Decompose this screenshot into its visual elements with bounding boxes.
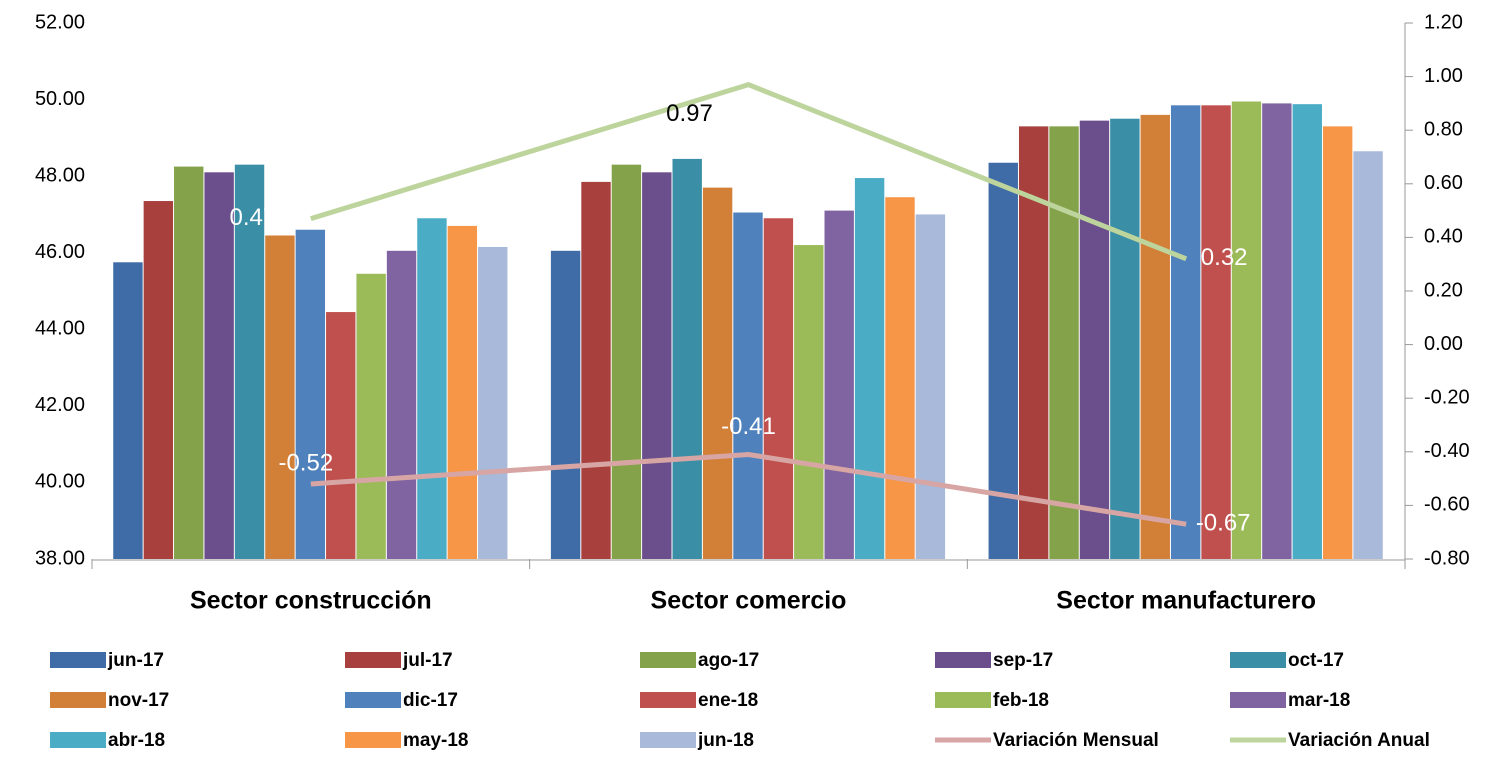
line-series bbox=[310, 451, 1187, 527]
bar bbox=[386, 250, 417, 560]
legend-label: feb-18 bbox=[993, 690, 1049, 711]
y2-tick-label: 0.00 bbox=[1424, 333, 1463, 355]
bar bbox=[143, 201, 174, 559]
bar bbox=[550, 250, 581, 560]
bar bbox=[326, 312, 356, 559]
legend-label: jul-17 bbox=[402, 650, 453, 671]
bar bbox=[642, 172, 672, 560]
legend-label: dic-17 bbox=[403, 690, 458, 711]
bar bbox=[174, 166, 204, 560]
bar bbox=[611, 164, 642, 559]
legend-swatch bbox=[50, 652, 106, 668]
bar bbox=[295, 229, 326, 559]
x-tick-label: Sector construcción bbox=[190, 587, 432, 615]
y2-tick-label: -0.80 bbox=[1424, 547, 1470, 569]
legend-swatch bbox=[640, 652, 696, 668]
y2-tick-label: 0.60 bbox=[1424, 172, 1463, 194]
y-tick-label: 50.00 bbox=[35, 88, 85, 110]
y-tick-label: 44.00 bbox=[35, 318, 85, 340]
legend-label: Variación Anual bbox=[1288, 730, 1430, 751]
bar bbox=[1262, 103, 1292, 560]
legend-label: mar-18 bbox=[1288, 690, 1350, 711]
legend-swatch bbox=[935, 652, 991, 668]
bar bbox=[234, 164, 265, 559]
data-label: 0.32 bbox=[1201, 244, 1248, 271]
bar bbox=[113, 262, 143, 559]
y2-tick-label: 1.20 bbox=[1424, 11, 1463, 33]
y2-tick-label: -0.40 bbox=[1424, 440, 1470, 462]
legend-swatch bbox=[50, 692, 106, 708]
x-tick-label: Sector comercio bbox=[651, 587, 847, 615]
bar bbox=[915, 214, 946, 559]
legend-swatch bbox=[345, 692, 401, 708]
bar bbox=[763, 218, 794, 559]
y-tick-label: 46.00 bbox=[35, 241, 85, 263]
bar bbox=[1170, 105, 1201, 560]
bar bbox=[1140, 114, 1170, 559]
bar bbox=[885, 197, 915, 559]
bar bbox=[1292, 104, 1322, 559]
legend-label: abr-18 bbox=[108, 730, 165, 751]
bar bbox=[265, 235, 295, 559]
y-tick-label: 52.00 bbox=[35, 11, 85, 33]
legend-label: jun-18 bbox=[697, 730, 754, 751]
bar bbox=[417, 218, 447, 559]
y2-tick-label: 0.40 bbox=[1424, 226, 1463, 248]
bar bbox=[1049, 126, 1079, 559]
bar bbox=[1322, 126, 1353, 559]
bar bbox=[1353, 151, 1383, 559]
bar bbox=[1201, 105, 1231, 560]
bar bbox=[1079, 120, 1110, 559]
legend-label: ago-17 bbox=[698, 650, 759, 671]
y2-tick-label: 0.20 bbox=[1424, 279, 1463, 301]
bar bbox=[702, 187, 733, 559]
data-label: -0.52 bbox=[278, 449, 333, 476]
legend-swatch bbox=[345, 652, 401, 668]
bar bbox=[356, 273, 386, 559]
y-tick-label: 48.00 bbox=[35, 164, 85, 186]
legend-swatch bbox=[640, 732, 696, 748]
legend-label: sep-17 bbox=[993, 650, 1053, 671]
y2-tick-label: -0.60 bbox=[1424, 494, 1470, 516]
y2-tick-label: 0.80 bbox=[1424, 118, 1463, 140]
y-tick-label: 38.00 bbox=[35, 547, 85, 569]
legend-label: jun-17 bbox=[107, 650, 164, 671]
line-series bbox=[310, 81, 1188, 262]
bar bbox=[854, 178, 885, 560]
bar bbox=[478, 246, 508, 559]
legend-swatch bbox=[345, 732, 401, 748]
legend-swatch bbox=[935, 692, 991, 708]
bar bbox=[1110, 118, 1140, 559]
y2-tick-label: -0.20 bbox=[1424, 386, 1470, 408]
bar bbox=[988, 162, 1018, 559]
x-tick-label: Sector manufacturero bbox=[1056, 587, 1316, 615]
bar bbox=[824, 210, 854, 559]
legend-label: nov-17 bbox=[108, 690, 169, 711]
legend-label: oct-17 bbox=[1288, 650, 1344, 671]
y-tick-label: 42.00 bbox=[35, 394, 85, 416]
bar bbox=[672, 158, 702, 559]
legend-swatch bbox=[640, 692, 696, 708]
legend-label: Variación Mensual bbox=[993, 730, 1159, 751]
data-label: -0.67 bbox=[1196, 510, 1251, 537]
bar bbox=[733, 212, 763, 559]
legend-label: may-18 bbox=[403, 730, 469, 751]
bar bbox=[794, 245, 824, 560]
bar bbox=[447, 225, 478, 559]
bar bbox=[204, 172, 234, 560]
y2-tick-label: 1.00 bbox=[1424, 65, 1463, 87]
data-label: -0.41 bbox=[721, 413, 776, 440]
y-tick-label: 40.00 bbox=[35, 471, 85, 493]
legend-swatch bbox=[50, 732, 106, 748]
legend-label: ene-18 bbox=[698, 690, 758, 711]
data-label: 0.47 bbox=[229, 204, 276, 231]
bar bbox=[1018, 126, 1049, 559]
bar bbox=[581, 181, 611, 559]
legend-swatch bbox=[1230, 692, 1286, 708]
legend-swatch bbox=[1230, 652, 1286, 668]
data-label: 0.97 bbox=[666, 100, 713, 127]
bar bbox=[1231, 101, 1262, 559]
